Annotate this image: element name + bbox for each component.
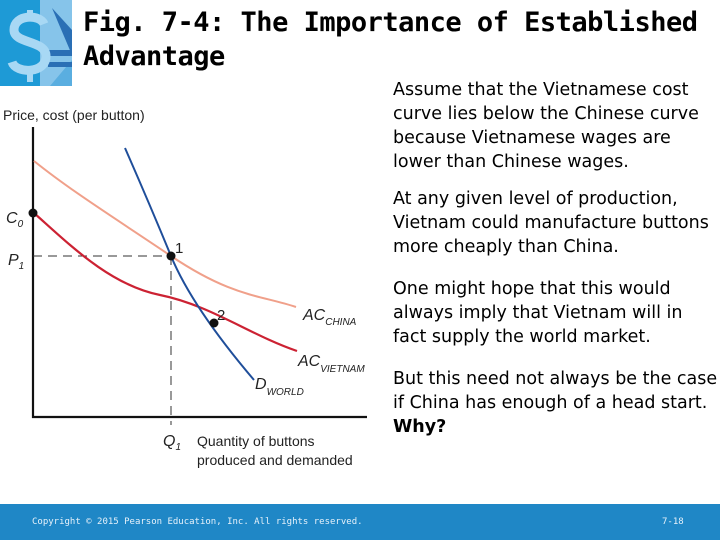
point-2 (209, 318, 219, 328)
dollar-sign-logo-icon (0, 0, 72, 86)
explanation-text: Assume that the Vietnamese cost curve li… (393, 78, 718, 452)
y-axis-label: Price, cost (per button) (3, 107, 145, 123)
ac-vietnam-curve (33, 212, 298, 353)
page-number: 7-18 (662, 517, 684, 527)
copyright-text: Copyright © 2015 Pearson Education, Inc.… (32, 517, 363, 527)
paragraph-4: But this need not always be the case if … (393, 367, 718, 439)
y-tick-p1: P1 (8, 252, 24, 272)
ac-china-label: ACCHINA (302, 307, 357, 328)
slide-title: Fig. 7-4: The Importance of Established … (83, 6, 698, 74)
d-world-label: DWORLD (255, 376, 304, 398)
paragraph-2: At any given level of production, Vietna… (393, 189, 709, 257)
point-1-label: 1 (175, 240, 183, 257)
x-axis-label-line2: produced and demanded (197, 452, 353, 468)
cost-demand-chart: Price, cost (per button) 1 2 C0 P1 Q1 Qu… (0, 95, 380, 485)
point-2-label: 2 (217, 307, 225, 324)
point-1 (166, 251, 176, 261)
ac-vietnam-label: ACVIETNAM (297, 353, 365, 375)
why-question: Why? (393, 417, 447, 437)
point-c0 (28, 208, 38, 218)
slide-title-line2: Advantage (83, 41, 225, 72)
footer-bar: Copyright © 2015 Pearson Education, Inc.… (0, 504, 720, 540)
paragraph-3: One might hope that this would always im… (393, 279, 683, 347)
paragraph-1: Assume that the Vietnamese cost curve li… (393, 80, 699, 172)
ac-china-curve (33, 160, 297, 308)
slide-title-line1: Fig. 7-4: The Importance of Established (83, 7, 698, 38)
x-axis-label-line1: Quantity of buttons (197, 433, 315, 449)
x-tick-q1: Q1 (163, 433, 181, 453)
paragraph-4-text: But this need not always be the case if … (393, 369, 718, 413)
y-tick-c0: C0 (6, 210, 24, 230)
d-world-line (124, 147, 255, 381)
